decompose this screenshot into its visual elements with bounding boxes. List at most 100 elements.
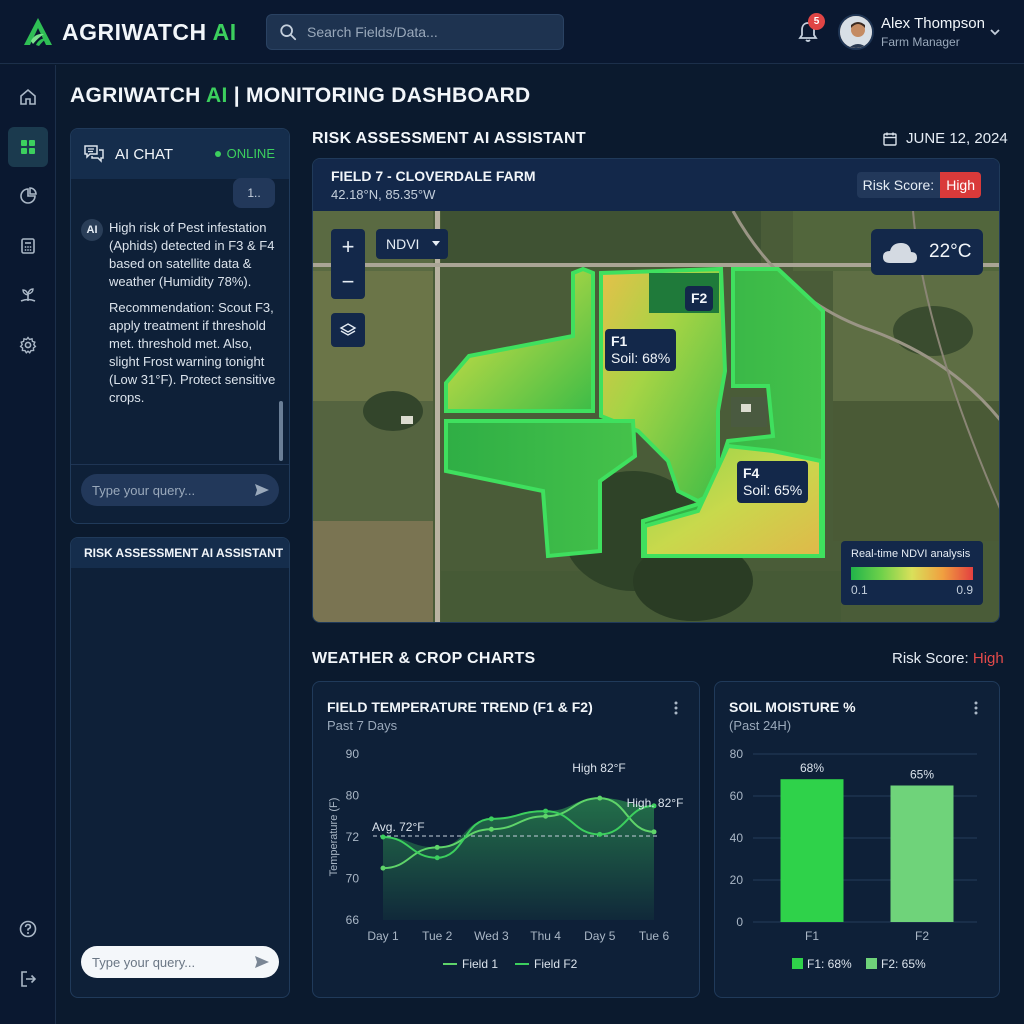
nav-analytics[interactable] bbox=[8, 176, 48, 216]
nav-help[interactable] bbox=[8, 909, 48, 949]
risk-assistant-panel: RISK ASSESSMENT AI ASSISTANT bbox=[70, 537, 290, 998]
series-line-field-1 bbox=[382, 797, 655, 870]
nav-settings[interactable] bbox=[8, 325, 48, 365]
field-label-f2[interactable]: F2 bbox=[685, 286, 714, 311]
field-f1-soil: Soil: 68% bbox=[611, 350, 671, 366]
map-header: FIELD 7 - CLOVERDALE FARM 42.18°N, 85.35… bbox=[313, 159, 999, 211]
field-label-f1[interactable]: F1 Soil: 68% bbox=[605, 329, 677, 371]
data-point-field-f2 bbox=[380, 834, 386, 840]
y-tick-label: 90 bbox=[346, 747, 360, 761]
x-tick-label: Thu 4 bbox=[530, 929, 561, 943]
high-annotation: High 82°F bbox=[572, 761, 626, 775]
risk-input-box[interactable] bbox=[81, 946, 279, 978]
chevron-down-icon[interactable] bbox=[988, 25, 1002, 39]
send-icon[interactable] bbox=[253, 481, 271, 499]
chat-input[interactable] bbox=[92, 482, 242, 498]
zoom-in-button[interactable]: + bbox=[341, 233, 355, 259]
leaf-logo-icon bbox=[24, 18, 52, 46]
data-point-field-f2 bbox=[651, 803, 657, 809]
data-point-field-f2 bbox=[434, 855, 440, 861]
risk-score-value: High bbox=[940, 172, 981, 198]
field-f1-name: F1 bbox=[611, 333, 628, 349]
zoom-controls: + − bbox=[331, 229, 365, 299]
brand-logo[interactable]: AGRIWATCH AI bbox=[22, 16, 237, 48]
field-label-f4[interactable]: F4 Soil: 65% bbox=[737, 461, 809, 503]
weather-risk-score: Risk Score: High bbox=[892, 650, 1004, 667]
layers-button[interactable] bbox=[331, 313, 365, 347]
legend-label-f2: F2: 65% bbox=[881, 957, 926, 971]
avatar[interactable] bbox=[838, 14, 874, 50]
temperature-area bbox=[383, 798, 654, 920]
sidebar bbox=[0, 65, 56, 1024]
temperature-chart-card: 66 70 72 80 90 Temperature (F) Day 1 Tue 2 Wed 3… bbox=[312, 681, 700, 998]
x-tick-label: Day 5 bbox=[584, 929, 616, 943]
more-options-icon[interactable] bbox=[668, 700, 684, 716]
nav-dashboard[interactable] bbox=[8, 127, 48, 167]
field-f4-name: F4 bbox=[743, 465, 760, 481]
nav-logout[interactable] bbox=[8, 959, 48, 999]
legend-gradient bbox=[851, 567, 973, 580]
chat-header: AI CHAT ONLINE bbox=[71, 129, 289, 179]
series-line-field-f2 bbox=[382, 804, 655, 859]
layers-icon bbox=[339, 323, 357, 336]
online-status: ONLINE bbox=[214, 146, 275, 161]
ai-message: High risk of Pest infestation (Aphids) d… bbox=[109, 219, 279, 415]
weather-widget: 22°C bbox=[871, 229, 983, 275]
sprout-icon bbox=[20, 288, 36, 302]
user-name[interactable]: Alex Thompson bbox=[881, 15, 985, 32]
risk-query-input[interactable] bbox=[92, 954, 242, 970]
x-tick-label: F1 bbox=[805, 929, 819, 943]
temperature-chart: 66 70 72 80 90 Temperature (F) Day 1 Tue 2 Wed 3… bbox=[328, 747, 683, 971]
search-box[interactable] bbox=[266, 14, 564, 50]
chat-input-box[interactable] bbox=[81, 474, 279, 506]
nav-home[interactable] bbox=[8, 77, 48, 117]
gear-icon bbox=[19, 336, 37, 354]
data-point-field-f2 bbox=[488, 816, 494, 822]
chat-scrollbar[interactable] bbox=[279, 401, 283, 461]
home-icon bbox=[20, 88, 36, 105]
brand-name: AGRIWATCH AI bbox=[62, 18, 237, 45]
data-point-field-f2 bbox=[597, 831, 603, 837]
legend-swatch-f2 bbox=[866, 958, 877, 969]
field-f4-soil: Soil: 65% bbox=[743, 482, 803, 498]
weather-section-title: WEATHER & CROP CHARTS bbox=[312, 650, 536, 667]
weather-risk-value: High bbox=[972, 650, 1004, 667]
soil-moisture-chart: 0 20 40 60 80 68% F1 65% F2 F1: 68% F2: 65% bbox=[730, 747, 977, 971]
calculator-icon bbox=[21, 238, 35, 254]
nav-reports[interactable] bbox=[8, 226, 48, 266]
data-point-field-1 bbox=[380, 865, 386, 871]
data-point-field-1 bbox=[434, 844, 440, 850]
layer-select[interactable]: NDVI bbox=[376, 229, 448, 259]
dashboard-grid-icon bbox=[21, 140, 35, 154]
nav-crops[interactable] bbox=[8, 275, 48, 315]
user-role: Farm Manager bbox=[881, 35, 960, 49]
risk-panel-title: RISK ASSESSMENT AI ASSISTANT bbox=[71, 538, 289, 568]
bar-value-label: 65% bbox=[910, 768, 934, 782]
top-bar: AGRIWATCH AI 5 Alex Thompson Farm Manage… bbox=[0, 0, 1024, 64]
assistant-section-title: RISK ASSESSMENT AI ASSISTANT bbox=[312, 130, 586, 147]
more-options-icon[interactable] bbox=[968, 700, 984, 716]
y-axis-label: Temperature (F) bbox=[328, 798, 340, 877]
caret-down-icon bbox=[432, 241, 441, 246]
bar-value-label: 68% bbox=[800, 761, 824, 775]
moisture-bar bbox=[780, 779, 844, 922]
zoom-out-button[interactable]: − bbox=[341, 268, 355, 294]
layer-select-value: NDVI bbox=[386, 236, 420, 252]
y-tick-label: 66 bbox=[346, 913, 360, 927]
legend-max: 0.9 bbox=[956, 583, 973, 597]
notification-badge: 5 bbox=[808, 13, 825, 30]
send-icon[interactable] bbox=[253, 953, 271, 971]
data-point-field-1 bbox=[597, 795, 603, 801]
satellite-map[interactable]: + − NDVI 22°C F1 Soil: 68% F2 F4 Soil: 6… bbox=[313, 210, 999, 622]
y-tick-label: 20 bbox=[730, 873, 744, 887]
field-name: FIELD 7 - CLOVERDALE FARM bbox=[331, 168, 536, 184]
legend-label-field-f2: Field F2 bbox=[534, 957, 578, 971]
data-point-field-1 bbox=[488, 826, 494, 832]
x-tick-label: Tue 6 bbox=[639, 929, 670, 943]
temperature-chart-title: FIELD TEMPERATURE TREND (F1 & F2) bbox=[327, 699, 593, 715]
risk-score-label: Risk Score: bbox=[862, 177, 935, 193]
ai-avatar: AI bbox=[81, 219, 103, 241]
x-tick-label: Day 1 bbox=[367, 929, 399, 943]
search-input[interactable] bbox=[307, 24, 547, 40]
y-tick-label: 0 bbox=[736, 915, 743, 929]
